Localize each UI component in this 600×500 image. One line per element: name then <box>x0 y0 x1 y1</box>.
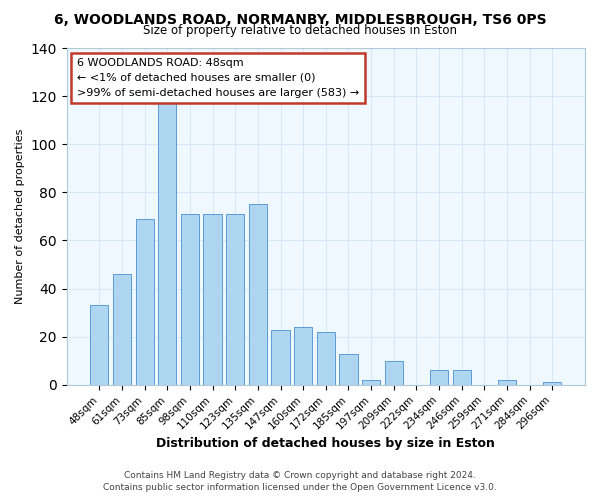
Bar <box>271 330 290 385</box>
Text: 6, WOODLANDS ROAD, NORMANBY, MIDDLESBROUGH, TS6 0PS: 6, WOODLANDS ROAD, NORMANBY, MIDDLESBROU… <box>53 12 547 26</box>
Bar <box>430 370 448 385</box>
Bar <box>136 219 154 385</box>
Bar <box>226 214 244 385</box>
Text: Size of property relative to detached houses in Eston: Size of property relative to detached ho… <box>143 24 457 37</box>
Bar <box>294 327 312 385</box>
Y-axis label: Number of detached properties: Number of detached properties <box>15 128 25 304</box>
Bar <box>181 214 199 385</box>
Bar <box>113 274 131 385</box>
Bar <box>203 214 221 385</box>
Bar <box>317 332 335 385</box>
Text: Contains HM Land Registry data © Crown copyright and database right 2024.
Contai: Contains HM Land Registry data © Crown c… <box>103 470 497 492</box>
Bar <box>385 361 403 385</box>
Bar <box>340 354 358 385</box>
Bar <box>158 101 176 385</box>
Bar <box>362 380 380 385</box>
Bar <box>498 380 516 385</box>
Bar <box>452 370 471 385</box>
Bar <box>544 382 562 385</box>
Bar <box>90 306 109 385</box>
Bar <box>249 204 267 385</box>
X-axis label: Distribution of detached houses by size in Eston: Distribution of detached houses by size … <box>157 437 495 450</box>
Text: 6 WOODLANDS ROAD: 48sqm
← <1% of detached houses are smaller (0)
>99% of semi-de: 6 WOODLANDS ROAD: 48sqm ← <1% of detache… <box>77 58 359 98</box>
